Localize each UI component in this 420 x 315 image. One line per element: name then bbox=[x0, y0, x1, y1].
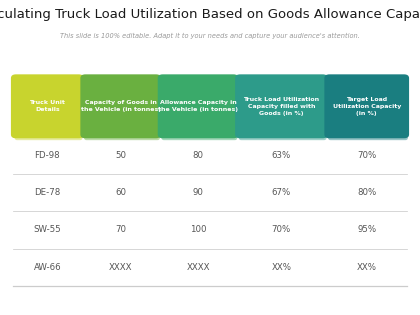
Text: Truck Load Utilization
Capacity filled with
Goods (in %): Truck Load Utilization Capacity filled w… bbox=[243, 97, 320, 116]
Text: 80%: 80% bbox=[357, 188, 376, 197]
Text: DE-78: DE-78 bbox=[34, 188, 60, 197]
Text: 90: 90 bbox=[193, 188, 204, 197]
Text: 70%: 70% bbox=[357, 151, 376, 160]
Text: 63%: 63% bbox=[272, 151, 291, 160]
FancyBboxPatch shape bbox=[84, 131, 160, 140]
Text: Truck Unit
Details: Truck Unit Details bbox=[29, 100, 65, 112]
FancyBboxPatch shape bbox=[13, 174, 407, 211]
Text: Calculating Truck Load Utilization Based on Goods Allowance Capacity: Calculating Truck Load Utilization Based… bbox=[0, 8, 420, 21]
FancyBboxPatch shape bbox=[13, 137, 407, 174]
FancyBboxPatch shape bbox=[324, 74, 409, 138]
Text: AW-66: AW-66 bbox=[34, 263, 61, 272]
Text: FD-98: FD-98 bbox=[34, 151, 60, 160]
FancyBboxPatch shape bbox=[328, 131, 408, 140]
Text: This slide is 100% editable. Adapt it to your needs and capture your audience's : This slide is 100% editable. Adapt it to… bbox=[60, 33, 360, 39]
Text: 70: 70 bbox=[115, 226, 126, 234]
FancyBboxPatch shape bbox=[235, 74, 328, 138]
FancyBboxPatch shape bbox=[11, 74, 84, 138]
Text: XX%: XX% bbox=[357, 263, 377, 272]
FancyBboxPatch shape bbox=[13, 249, 407, 286]
Text: 70%: 70% bbox=[272, 226, 291, 234]
Text: Allowance Capacity in
the Vehicle (in tonnes): Allowance Capacity in the Vehicle (in to… bbox=[158, 100, 238, 112]
Text: XX%: XX% bbox=[271, 263, 291, 272]
Text: SW-55: SW-55 bbox=[34, 226, 61, 234]
Text: 67%: 67% bbox=[272, 188, 291, 197]
FancyBboxPatch shape bbox=[13, 211, 407, 249]
Text: 95%: 95% bbox=[357, 226, 376, 234]
Text: 60: 60 bbox=[115, 188, 126, 197]
FancyBboxPatch shape bbox=[158, 74, 239, 138]
FancyBboxPatch shape bbox=[80, 74, 161, 138]
FancyBboxPatch shape bbox=[162, 131, 237, 140]
Text: 80: 80 bbox=[193, 151, 204, 160]
Text: 100: 100 bbox=[190, 226, 206, 234]
Text: 50: 50 bbox=[115, 151, 126, 160]
Text: Target Load
Utilization Capacity
(in %): Target Load Utilization Capacity (in %) bbox=[333, 97, 401, 116]
Text: Capacity of Goods in
the Vehicle (in tonnes): Capacity of Goods in the Vehicle (in ton… bbox=[81, 100, 161, 112]
FancyBboxPatch shape bbox=[239, 131, 326, 140]
FancyBboxPatch shape bbox=[15, 131, 82, 140]
Text: XXXX: XXXX bbox=[186, 263, 210, 272]
Text: XXXX: XXXX bbox=[109, 263, 132, 272]
